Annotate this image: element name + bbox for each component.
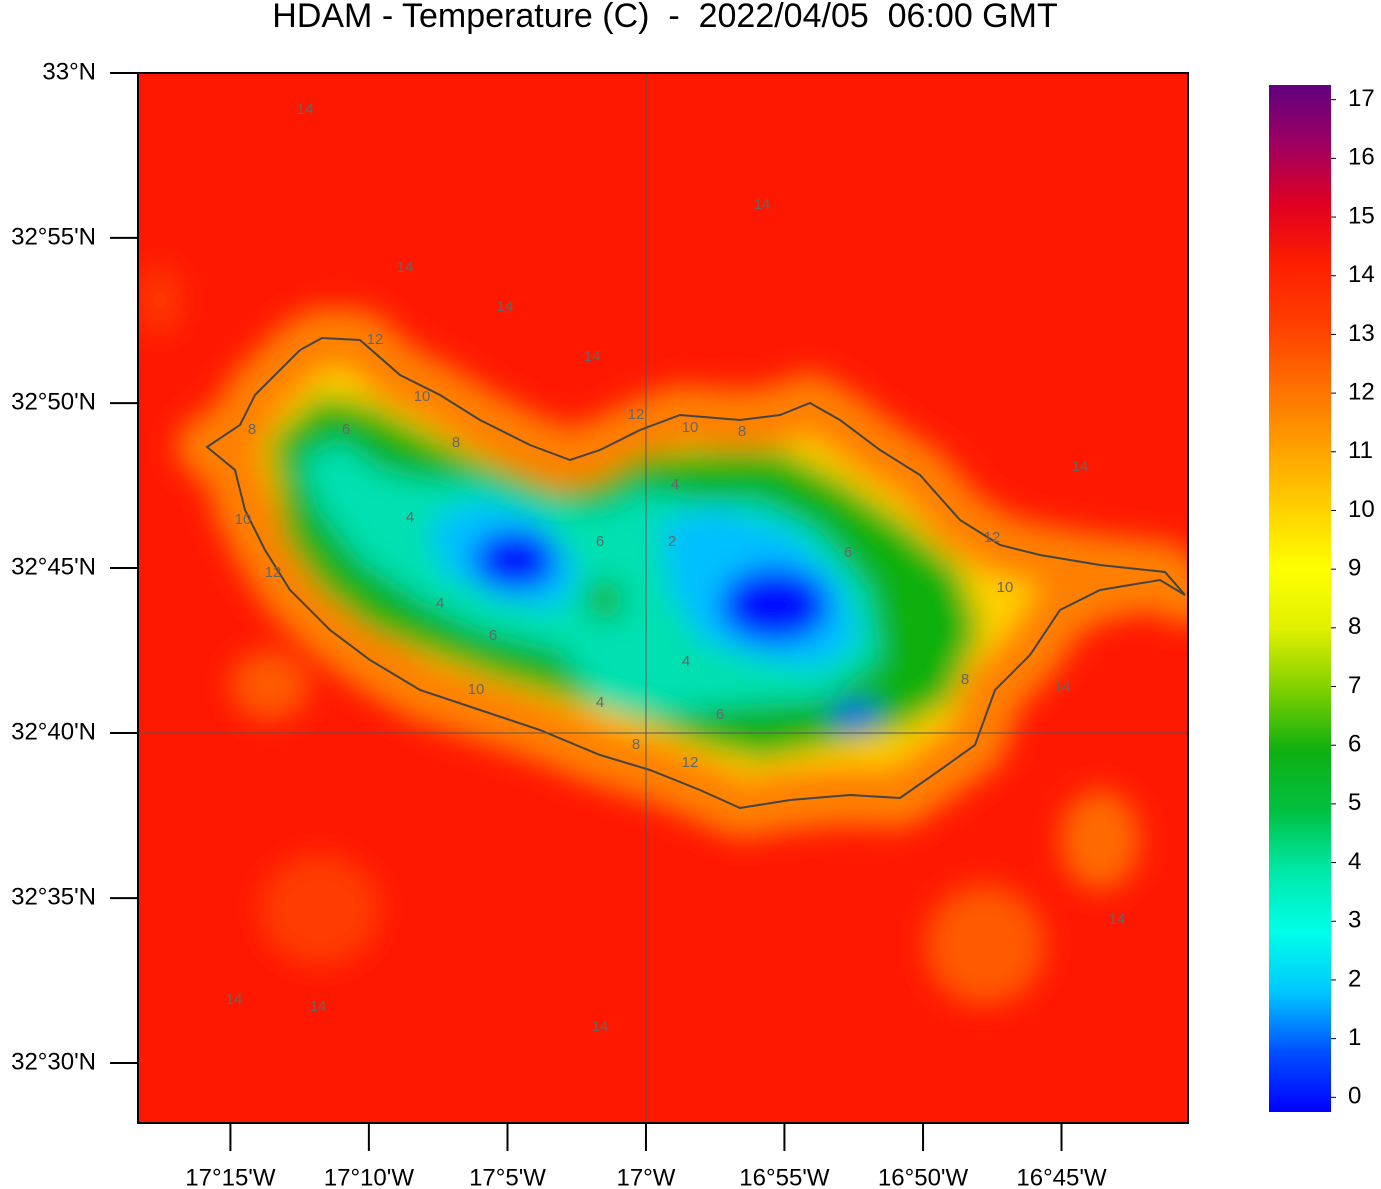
colorbar-label: 8 [1348,613,1361,640]
contour-label: 2 [668,533,676,550]
contour-label: 4 [682,653,690,670]
contour-label: 6 [489,627,497,644]
colorbar-label: 2 [1348,965,1361,992]
contour-label: 6 [716,706,724,723]
contour-label: 12 [265,564,282,581]
contour-label: 10 [997,579,1014,596]
contour-labels: 14 14 14 14 14 12 10 12 10 8 8 6 8 4 4 6 2 6 12 10 10 12 4 6 4 8 1… [226,101,1126,1035]
lat-tick-label: 32°30'N [11,1048,96,1075]
colorbar-label: 10 [1348,496,1375,523]
lon-tick-label: 17°W [616,1164,675,1189]
lon-tick-label: 16°50'W [878,1164,969,1189]
colorbar-label: 11 [1348,437,1373,464]
colorbar-label: 5 [1348,789,1361,816]
lat-tick-label: 33°N [42,58,96,85]
colorbar-label: 12 [1348,378,1375,405]
contour-label: 14 [754,196,771,213]
lon-tick-label: 17°10'W [324,1164,415,1189]
colorbar-label: 13 [1348,320,1375,347]
coastline [205,336,1186,810]
contour-label: 6 [844,544,852,561]
contour-label: 12 [984,529,1001,546]
lat-tick-label: 32°50'N [11,388,96,415]
lon-tick-label: 16°55'W [739,1164,830,1189]
warm-patches [140,265,1140,1005]
contour-label: 10 [468,681,485,698]
map-frame [137,72,1189,1124]
map-title: HDAM - Temperature (C) - 2022/04/05 06:0… [272,0,1057,35]
contour-label: 12 [682,754,699,771]
contour-label: 14 [1054,679,1071,696]
temperature-field: 14 14 14 14 14 12 10 12 10 8 8 6 8 4 4 6 2 6 12 10 10 12 4 6 4 8 1… [138,73,1188,1123]
colorbar-label: 15 [1348,202,1375,229]
contour-label: 4 [436,595,444,612]
contour-label: 4 [406,509,414,526]
colorbar [1269,85,1331,1112]
contour-label: 8 [738,423,746,440]
contour-label: 10 [235,511,252,528]
contour-label: 6 [596,533,604,550]
contour-label: 8 [632,736,640,753]
lat-tick-label: 32°40'N [11,718,96,745]
colorbar-label: 0 [1348,1083,1361,1110]
contour-label: 4 [596,694,604,711]
contour-label: 14 [226,991,243,1008]
contour-label: 10 [414,388,431,405]
lat-tick-label: 32°55'N [11,223,96,250]
lat-tick-label: 32°45'N [11,553,96,580]
contour-label: 14 [397,259,414,276]
lon-tick-label: 17°5'W [469,1164,546,1189]
contour-label: 14 [592,1018,609,1035]
contour-label: 14 [1109,911,1126,928]
colorbar-label: 7 [1348,672,1361,699]
contour-label: 4 [671,476,679,493]
contour-label: 14 [297,101,314,118]
contour-label: 8 [248,421,256,438]
contour-label: 14 [584,348,601,365]
contour-label: 6 [342,421,350,438]
lat-tick-label: 32°35'N [11,883,96,910]
contour-label: 14 [310,998,327,1015]
colorbar-label: 17 [1348,85,1375,112]
contour-label: 8 [452,434,460,451]
colorbar-label: 14 [1348,261,1375,288]
contour-label: 14 [497,298,514,315]
contour-label: 12 [367,331,384,348]
contour-label: 14 [1072,458,1089,475]
lon-tick-label: 17°15'W [185,1164,276,1189]
colorbar-label: 6 [1348,731,1361,758]
colorbar-label: 9 [1348,555,1361,582]
colorbar-label: 3 [1348,907,1361,934]
contour-label: 8 [961,671,969,688]
colorbar-label: 4 [1348,848,1361,875]
lon-tick-label: 16°45'W [1016,1164,1107,1189]
contour-label: 10 [682,419,699,436]
colorbar-label: 16 [1348,144,1375,171]
colorbar-label: 1 [1348,1024,1361,1051]
contour-label: 12 [628,406,645,423]
